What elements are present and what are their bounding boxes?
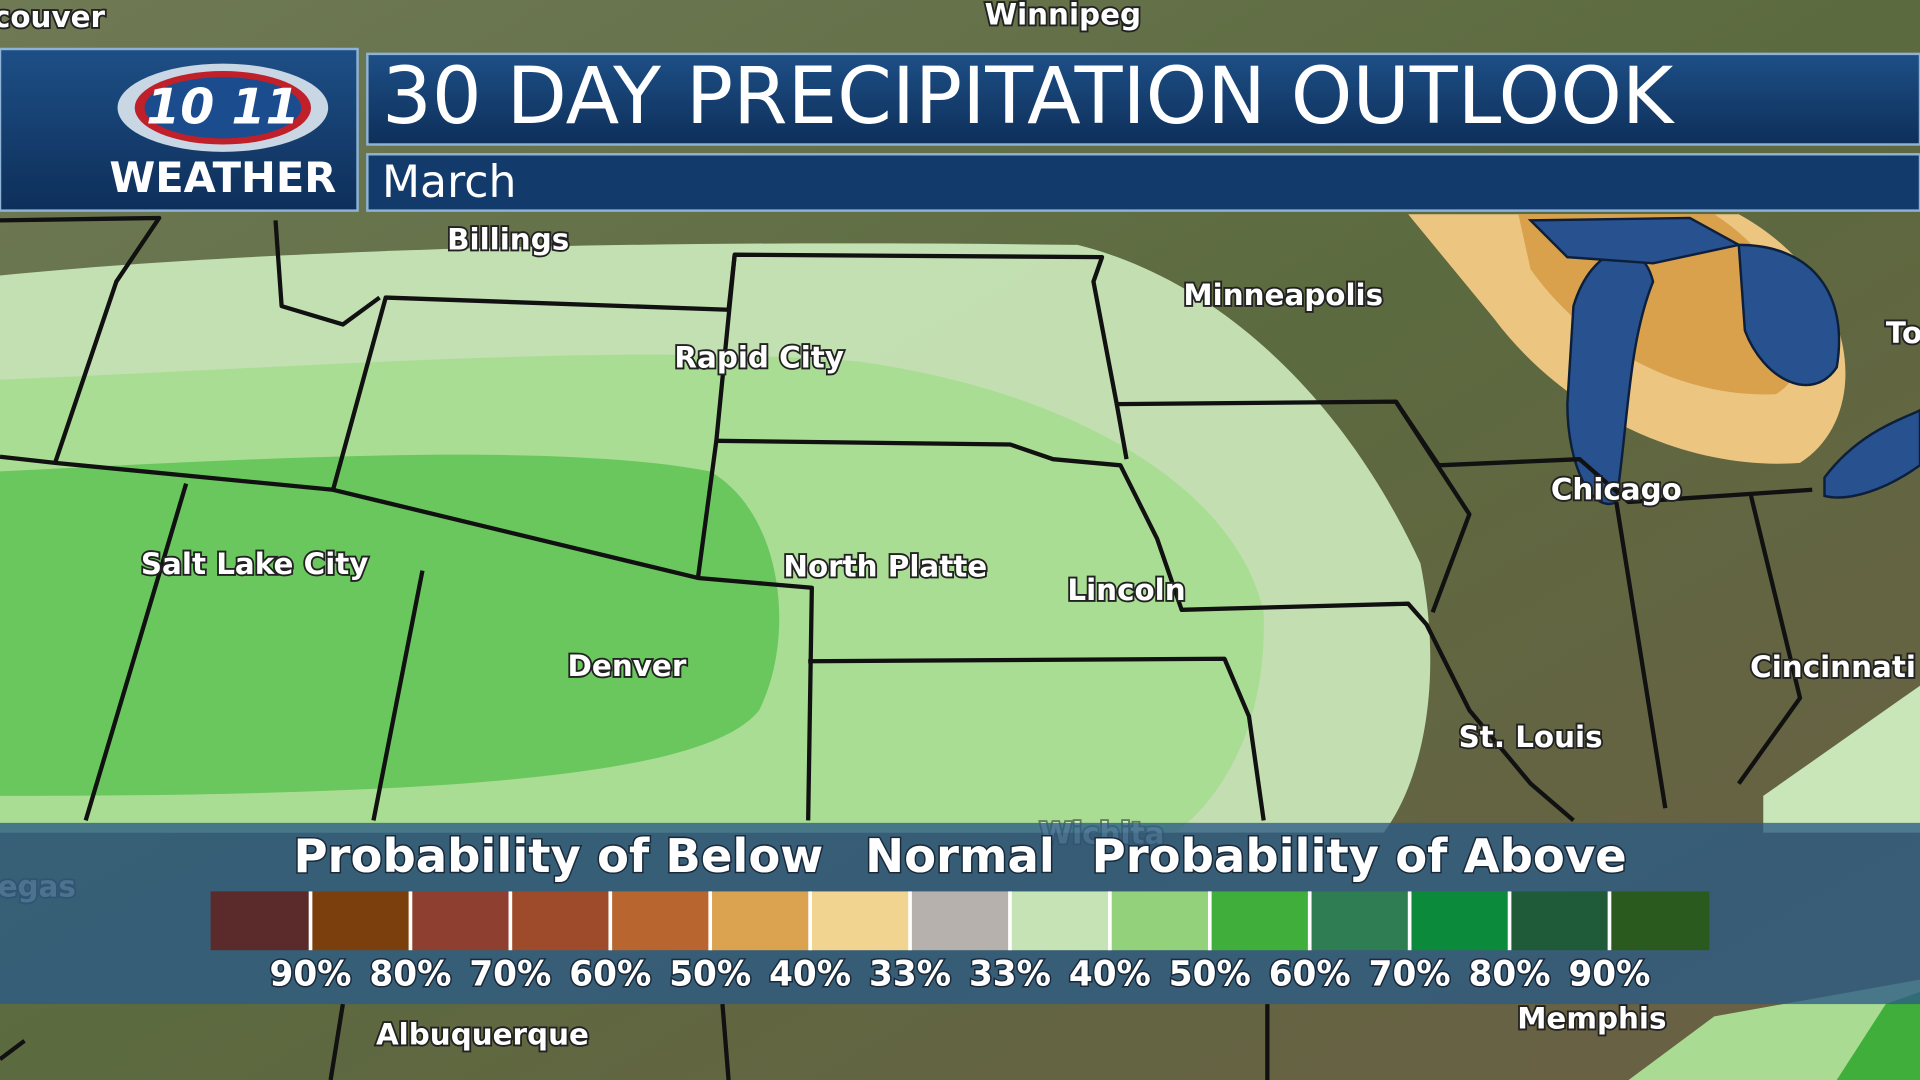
legend-label: 60% (1269, 954, 1351, 994)
lake-superior (1527, 216, 1743, 265)
legend-heading: Probability of Above (1092, 829, 1627, 883)
legend-label: 40% (1069, 954, 1151, 994)
logo-word: WEATHER (109, 153, 336, 202)
legend-label: 40% (769, 954, 851, 994)
legend-label: 90% (270, 954, 352, 994)
city-label: St. Louis (1459, 720, 1603, 754)
legend-label: 90% (1568, 954, 1650, 994)
legend-swatch (1509, 891, 1610, 951)
legend-label: 80% (369, 954, 451, 994)
outlook-60-above (0, 454, 780, 796)
city-label: North Platte (783, 550, 987, 584)
city-label: Billings (447, 223, 569, 257)
city-label: Denver (568, 649, 687, 683)
city-label: Rapid City (674, 340, 844, 374)
legend-swatch (1309, 891, 1410, 951)
city-label: Minneapolis (1183, 278, 1383, 312)
legend-heading: Probability of Below (293, 829, 823, 883)
city-label: Winnipeg (985, 0, 1141, 31)
legend-swatch (710, 891, 811, 951)
legend-label: 80% (1469, 954, 1551, 994)
legend-swatch (1609, 891, 1710, 951)
subtitle: March (382, 157, 516, 208)
outlook-40-above-east (1763, 685, 1920, 833)
legend-swatch (910, 891, 1010, 951)
legend-swatch (210, 891, 311, 951)
title-bar (366, 52, 1920, 146)
city-label: couver (0, 0, 106, 34)
legend-label: 33% (869, 954, 951, 994)
state-border (0, 215, 162, 465)
title: 30 DAY PRECIPITATION OUTLOOK (382, 51, 1676, 142)
legend-label: 50% (1169, 954, 1251, 994)
logo-number: 10 11 (146, 79, 299, 136)
city-label: Chicago (1551, 473, 1682, 507)
legend-label: 33% (969, 954, 1051, 994)
legend-label: 60% (569, 954, 651, 994)
state-border (716, 438, 1575, 823)
legend-swatch (610, 891, 711, 951)
legend-swatch (1409, 891, 1510, 951)
legend-swatch (1009, 891, 1110, 951)
legend-swatch (1209, 891, 1310, 951)
state-border (54, 252, 1813, 505)
legend-swatch (410, 891, 511, 951)
legend-swatch (310, 891, 411, 951)
city-label: Cincinnati (1750, 650, 1916, 684)
subtitle-bar (366, 153, 1920, 212)
legend-swatch (510, 891, 611, 951)
state-border (0, 220, 1270, 1080)
lake-huron (1737, 243, 1841, 387)
outlook-60-above-south (1836, 991, 1920, 1080)
logo-center (144, 77, 302, 139)
state-border (83, 254, 814, 822)
city-label: To (1886, 316, 1920, 350)
city-label: Salt Lake City (141, 547, 369, 581)
lake-erie (1823, 408, 1920, 499)
state-border (808, 400, 1803, 821)
legend-label: 70% (469, 954, 551, 994)
legend-label: 50% (669, 954, 751, 994)
city-label: Lincoln (1067, 573, 1185, 607)
legend-swatch (1109, 891, 1210, 951)
legend-swatch (810, 891, 911, 951)
outlook-50-above-south (1628, 979, 1920, 1080)
city-label: Memphis (1517, 1002, 1666, 1036)
legend-label: 70% (1369, 954, 1451, 994)
city-label: Albuquerque (376, 1017, 589, 1051)
legend-heading: Normal (865, 829, 1055, 883)
